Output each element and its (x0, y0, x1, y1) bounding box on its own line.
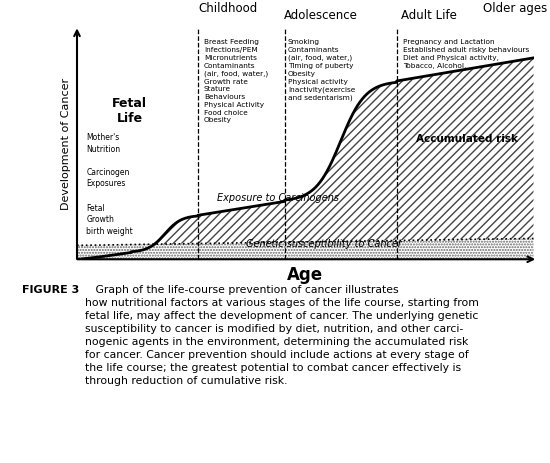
Text: Pregnancy and Lactation
Established adult risky behaviours
Diet and Physical act: Pregnancy and Lactation Established adul… (403, 39, 530, 69)
Text: Mother's
Nutrition: Mother's Nutrition (86, 133, 120, 154)
Text: Fetal
Growth
birth weight: Fetal Growth birth weight (86, 204, 133, 236)
Text: Infancy and
Childhood: Infancy and Childhood (193, 0, 262, 15)
Text: Genetic susceptibility to Cancer: Genetic susceptibility to Cancer (245, 239, 402, 249)
Text: Exposure to Carcinogens: Exposure to Carcinogens (217, 193, 339, 203)
X-axis label: Age: Age (287, 266, 323, 284)
Text: Graph of the life-course prevention of cancer illustrates
how nutritional factor: Graph of the life-course prevention of c… (85, 285, 479, 386)
Text: Accumulated risk: Accumulated risk (416, 134, 518, 144)
Y-axis label: Development of Cancer: Development of Cancer (62, 77, 72, 210)
Text: Adult Life: Adult Life (400, 9, 456, 22)
Text: Older ages: Older ages (483, 2, 547, 15)
Text: Adolescence: Adolescence (284, 9, 358, 22)
Text: Carcinogen
Exposures: Carcinogen Exposures (86, 168, 129, 188)
Text: FIGURE 3: FIGURE 3 (22, 285, 79, 295)
Text: Smoking
Contaminants
(air, food, water,)
Timing of puberty
Obesity
Physical acti: Smoking Contaminants (air, food, water,)… (288, 39, 355, 101)
Text: Breast Feeding
Infections/PEM
Micronutrients
Contaminants
(air, food, water,)
Gr: Breast Feeding Infections/PEM Micronutri… (204, 39, 268, 123)
Text: Fetal
Life: Fetal Life (112, 97, 147, 125)
